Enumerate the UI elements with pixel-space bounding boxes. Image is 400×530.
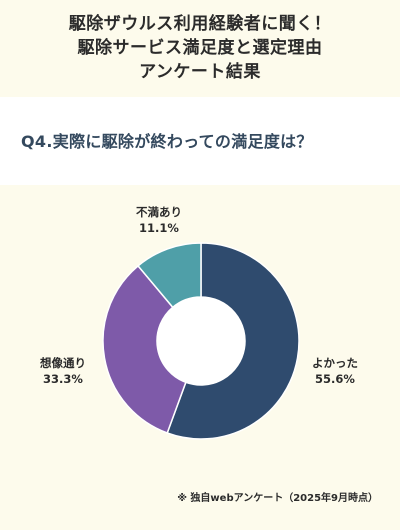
question-band: Q4.実際に駆除が終わっての満足度は？ [0, 97, 400, 185]
question-title: Q4.実際に駆除が終わっての満足度は？ [21, 132, 313, 151]
slice-label-dissatisfied-name: 不満あり [136, 205, 182, 219]
header-line-2: 駆除サービス満足度と選定理由 [77, 38, 323, 58]
survey-note: ※ 独自webアンケート（2025年9月時点） [177, 493, 378, 504]
chart-area: よかった 55.6% 想像通り 33.3% 不満あり 11.1% [0, 185, 400, 530]
donut-chart [102, 242, 300, 440]
header-line-1: 駆除ザウルス利用経験者に聞く！ [68, 14, 332, 34]
slice-label-satisfied-name: よかった [312, 356, 358, 370]
slice-label-as-expected-name: 想像通り [40, 356, 86, 370]
header-line-3: アンケート結果 [139, 62, 261, 82]
slice-label-satisfied: よかった 55.6% [312, 355, 358, 387]
slice-label-dissatisfied: 不満あり 11.1% [136, 204, 182, 236]
page-header: 駆除ザウルス利用経験者に聞く！ 駆除サービス満足度と選定理由 アンケート結果 [0, 0, 400, 96]
slice-label-dissatisfied-value: 11.1% [139, 221, 179, 235]
slice-label-as-expected-value: 33.3% [43, 372, 83, 386]
slice-label-as-expected: 想像通り 33.3% [40, 355, 86, 387]
donut-hole [157, 297, 245, 385]
slice-label-satisfied-value: 55.6% [315, 372, 355, 386]
